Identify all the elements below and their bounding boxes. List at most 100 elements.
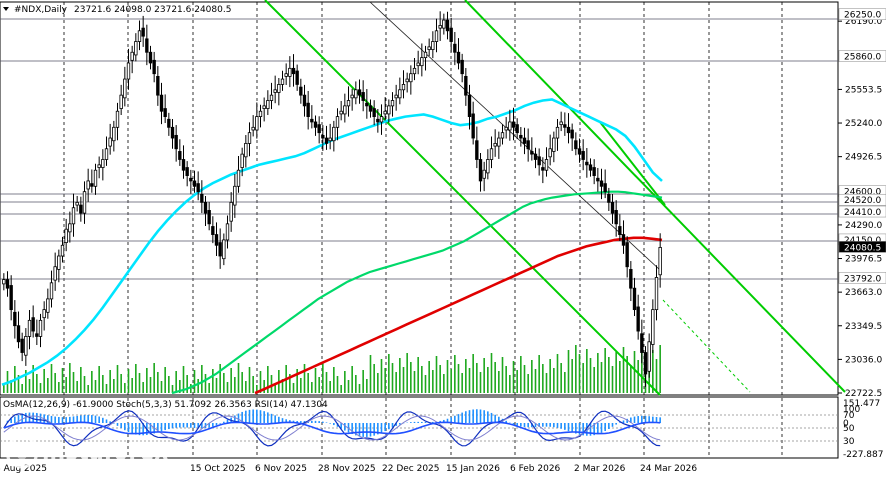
indicator-tick-label: 50	[843, 424, 855, 434]
candle-body	[361, 92, 365, 101]
candle-body	[192, 180, 197, 187]
osma-bar	[516, 423, 518, 426]
osma-bar	[358, 423, 361, 437]
candle-body	[53, 266, 57, 281]
volume-bar	[311, 382, 313, 393]
volume-bar	[468, 368, 471, 393]
volume-bar	[406, 353, 408, 393]
volume-bar	[402, 367, 405, 393]
candle-body	[108, 137, 112, 147]
volume-bar	[248, 367, 251, 393]
volume-bar	[560, 363, 562, 393]
osma-bar	[362, 423, 364, 437]
volume-bar	[28, 379, 31, 393]
osma-bar	[553, 423, 555, 428]
volume-bar	[142, 382, 144, 393]
volume-bar	[520, 356, 522, 393]
candle-body	[332, 126, 336, 142]
osma-bar	[468, 410, 471, 423]
volume-bar	[212, 369, 214, 393]
date-tick-label: 8 Aug 2025	[0, 464, 47, 474]
osma-bar	[252, 409, 254, 423]
osma-bar	[564, 423, 566, 430]
candle-body	[119, 94, 123, 109]
osma-bar	[476, 409, 478, 423]
candle-body	[35, 333, 39, 337]
candle-body	[57, 255, 61, 270]
volume-bar	[487, 367, 489, 393]
volume-bar	[428, 361, 430, 393]
volume-bar	[113, 379, 115, 393]
volume-bar	[622, 347, 625, 393]
candle-body	[310, 118, 314, 123]
volume-bar	[505, 366, 507, 393]
volume-bar	[124, 383, 126, 393]
volume-bar	[523, 365, 526, 393]
level-label-box	[838, 205, 886, 218]
osma-bar	[325, 422, 328, 423]
candle-body	[515, 124, 519, 134]
osma-bar	[347, 423, 350, 433]
candle-body	[258, 110, 263, 117]
candle-body	[295, 70, 299, 85]
osma-bar	[454, 415, 456, 423]
candle-body	[603, 183, 607, 193]
osma-bar	[259, 410, 262, 423]
volume-bar	[611, 366, 614, 393]
candle-body	[5, 279, 10, 289]
candle-body	[581, 151, 585, 160]
osma-bar	[648, 416, 650, 423]
volume-bar	[369, 355, 372, 393]
osma-bar	[597, 423, 599, 435]
osma-bar	[575, 423, 577, 434]
osma-bar	[263, 411, 265, 423]
osma-bar	[193, 423, 196, 429]
osma-bar	[160, 423, 163, 432]
osma-bar	[201, 423, 203, 429]
osma-bar	[655, 417, 658, 423]
level-label: 24520.0	[844, 196, 881, 206]
osma-bar	[611, 423, 614, 427]
osma-bar	[432, 421, 434, 423]
candle-body	[2, 279, 6, 285]
volume-bar	[531, 360, 533, 393]
volume-bar	[527, 374, 529, 393]
volume-bar	[564, 372, 566, 393]
osma-bar	[531, 423, 533, 428]
candle-body	[229, 201, 233, 222]
candle-body	[60, 244, 65, 257]
candle-body	[552, 137, 556, 152]
osma-bar	[208, 423, 210, 428]
osma-bar	[248, 409, 251, 423]
volume-bar	[413, 371, 416, 393]
candle-body	[244, 143, 248, 158]
candle-body	[636, 306, 640, 332]
candle-body	[130, 51, 134, 61]
volume-bar	[490, 353, 493, 393]
candle-body	[651, 309, 655, 345]
volume-bar	[582, 363, 584, 393]
candle-body	[574, 140, 578, 150]
volume-bar	[72, 372, 75, 393]
candle-body	[218, 242, 222, 257]
osma-bar	[72, 416, 75, 423]
volume-bar	[556, 354, 559, 393]
volume-bar	[432, 370, 434, 393]
candle-body	[577, 148, 582, 155]
candle-body	[247, 132, 252, 144]
candle-body	[442, 19, 446, 29]
channel-base-line	[599, 121, 666, 206]
volume-bar	[61, 368, 64, 393]
candle-body	[86, 180, 90, 190]
osma-bar	[281, 418, 284, 423]
candle-body	[16, 325, 21, 343]
volume-bar	[296, 369, 298, 393]
volume-bar	[292, 383, 295, 393]
volume-bar	[179, 380, 181, 393]
volume-bar	[575, 345, 577, 393]
candle-body	[200, 193, 204, 203]
candle-body	[365, 102, 369, 107]
candle-body	[148, 51, 153, 64]
osma-bar	[168, 423, 170, 430]
